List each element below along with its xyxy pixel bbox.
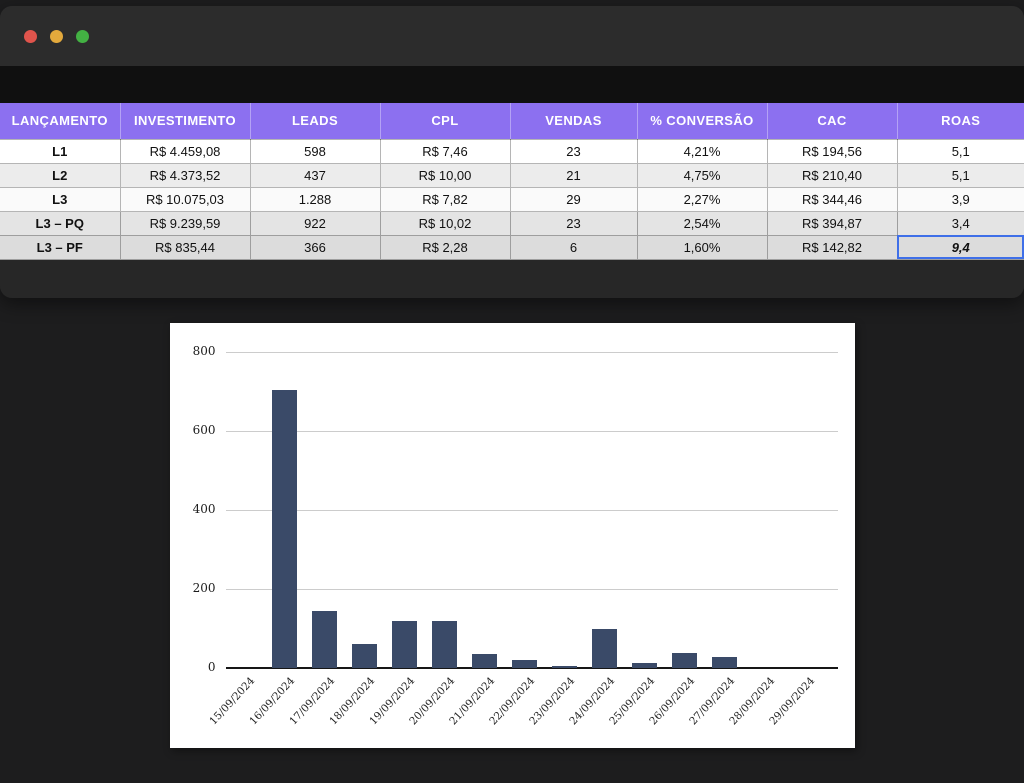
cell[interactable]: 598 — [249, 138, 381, 164]
bar — [672, 652, 697, 668]
column-header-cpl[interactable]: CPL — [380, 103, 511, 139]
cell[interactable]: 1,60% — [636, 234, 768, 260]
cell[interactable]: 21 — [509, 162, 638, 188]
column-header-roas[interactable]: ROAS — [897, 103, 1024, 139]
table-row: L3 – PF R$ 835,44 366 R$ 2,28 6 1,60% R$… — [0, 234, 1024, 260]
cell[interactable]: L2 — [0, 162, 121, 188]
cell[interactable]: R$ 344,46 — [766, 186, 898, 212]
column-header-conversao[interactable]: % CONVERSÃO — [637, 103, 768, 139]
metrics-table: LANÇAMENTO INVESTIMENTO LEADS CPL VENDAS… — [0, 103, 1024, 260]
cell[interactable]: R$ 9.239,59 — [119, 210, 251, 236]
y-axis-tick-label: 0 — [207, 660, 216, 674]
cell[interactable]: 3,4 — [896, 210, 1024, 236]
cell[interactable]: 4,21% — [636, 138, 768, 164]
cell[interactable]: R$ 4.373,52 — [119, 162, 251, 188]
traffic-lights — [24, 29, 89, 43]
gridline — [225, 589, 838, 590]
bar — [712, 656, 737, 668]
column-header-cac[interactable]: CAC — [767, 103, 898, 139]
cell[interactable]: R$ 142,82 — [766, 234, 898, 260]
bar — [432, 620, 457, 668]
cell[interactable]: R$ 7,46 — [379, 138, 511, 164]
y-axis-tick-label: 200 — [192, 581, 216, 595]
cell[interactable]: R$ 2,28 — [379, 234, 511, 260]
leads-bar-chart: 0 200 400 600 800 15/09/2024 16/09/2024 17/09/2… — [169, 323, 855, 748]
bar — [272, 389, 297, 668]
cell[interactable]: 5,1 — [896, 162, 1024, 188]
close-button[interactable] — [24, 29, 37, 43]
cell[interactable]: 2,27% — [636, 186, 768, 212]
cell[interactable]: R$ 4.459,08 — [119, 138, 251, 164]
selected-cell[interactable]: 9,4 — [896, 234, 1024, 260]
y-axis-tick-label: 400 — [192, 502, 216, 516]
bar — [512, 660, 537, 668]
bar — [592, 628, 617, 668]
cell[interactable]: R$ 10,00 — [379, 162, 511, 188]
cell[interactable]: 2,54% — [636, 210, 768, 236]
cell[interactable]: R$ 7,82 — [379, 186, 511, 212]
cell[interactable]: R$ 194,56 — [766, 138, 898, 164]
table-header-row: LANÇAMENTO INVESTIMENTO LEADS CPL VENDAS… — [0, 103, 1024, 139]
cell[interactable]: L3 — [0, 186, 121, 212]
cell[interactable]: R$ 10.075,03 — [119, 186, 251, 212]
cell[interactable]: L3 – PQ — [0, 210, 121, 236]
bar — [632, 663, 657, 668]
cell[interactable]: 366 — [249, 234, 381, 260]
cell[interactable]: 23 — [509, 138, 638, 164]
bar — [352, 644, 377, 668]
bar — [472, 654, 497, 668]
cell[interactable]: 1.288 — [249, 186, 381, 212]
y-axis-tick-label: 800 — [192, 344, 216, 358]
bar — [552, 666, 577, 668]
cell[interactable]: R$ 835,44 — [119, 234, 251, 260]
window-footer — [0, 259, 1024, 298]
cell[interactable]: L1 — [0, 138, 121, 164]
cell[interactable]: 922 — [249, 210, 381, 236]
gridline — [225, 352, 838, 353]
column-header-lancamento[interactable]: LANÇAMENTO — [0, 103, 121, 139]
cell[interactable]: R$ 10,02 — [379, 210, 511, 236]
window-titlebar[interactable] — [0, 6, 1024, 66]
gridline — [225, 431, 838, 432]
minimize-button[interactable] — [50, 29, 63, 43]
column-header-leads[interactable]: LEADS — [250, 103, 381, 139]
cell[interactable]: L3 – PF — [0, 234, 121, 260]
table-row: L1 R$ 4.459,08 598 R$ 7,46 23 4,21% R$ 1… — [0, 138, 1024, 164]
cell[interactable]: 4,75% — [636, 162, 768, 188]
cell[interactable]: R$ 394,87 — [766, 210, 898, 236]
bar — [392, 620, 417, 668]
bar — [312, 610, 337, 668]
cell[interactable]: 437 — [249, 162, 381, 188]
column-header-investimento[interactable]: INVESTIMENTO — [120, 103, 251, 139]
table-row: L3 – PQ R$ 9.239,59 922 R$ 10,02 23 2,54… — [0, 210, 1024, 236]
zoom-button[interactable] — [76, 29, 89, 43]
y-axis-tick-label: 600 — [192, 423, 216, 437]
gridline — [225, 510, 838, 511]
cell[interactable]: R$ 210,40 — [766, 162, 898, 188]
cell[interactable]: 5,1 — [896, 138, 1024, 164]
spreadsheet-window: LANÇAMENTO INVESTIMENTO LEADS CPL VENDAS… — [0, 6, 1024, 298]
x-axis-line — [225, 667, 838, 669]
cell[interactable]: 6 — [509, 234, 638, 260]
cell[interactable]: 29 — [509, 186, 638, 212]
column-header-vendas[interactable]: VENDAS — [510, 103, 638, 139]
cell[interactable]: 3,9 — [896, 186, 1024, 212]
table-row: L3 R$ 10.075,03 1.288 R$ 7,82 29 2,27% R… — [0, 186, 1024, 212]
table-row: L2 R$ 4.373,52 437 R$ 10,00 21 4,75% R$ … — [0, 162, 1024, 188]
cell[interactable]: 23 — [509, 210, 638, 236]
toolbar-strip — [0, 66, 1024, 103]
